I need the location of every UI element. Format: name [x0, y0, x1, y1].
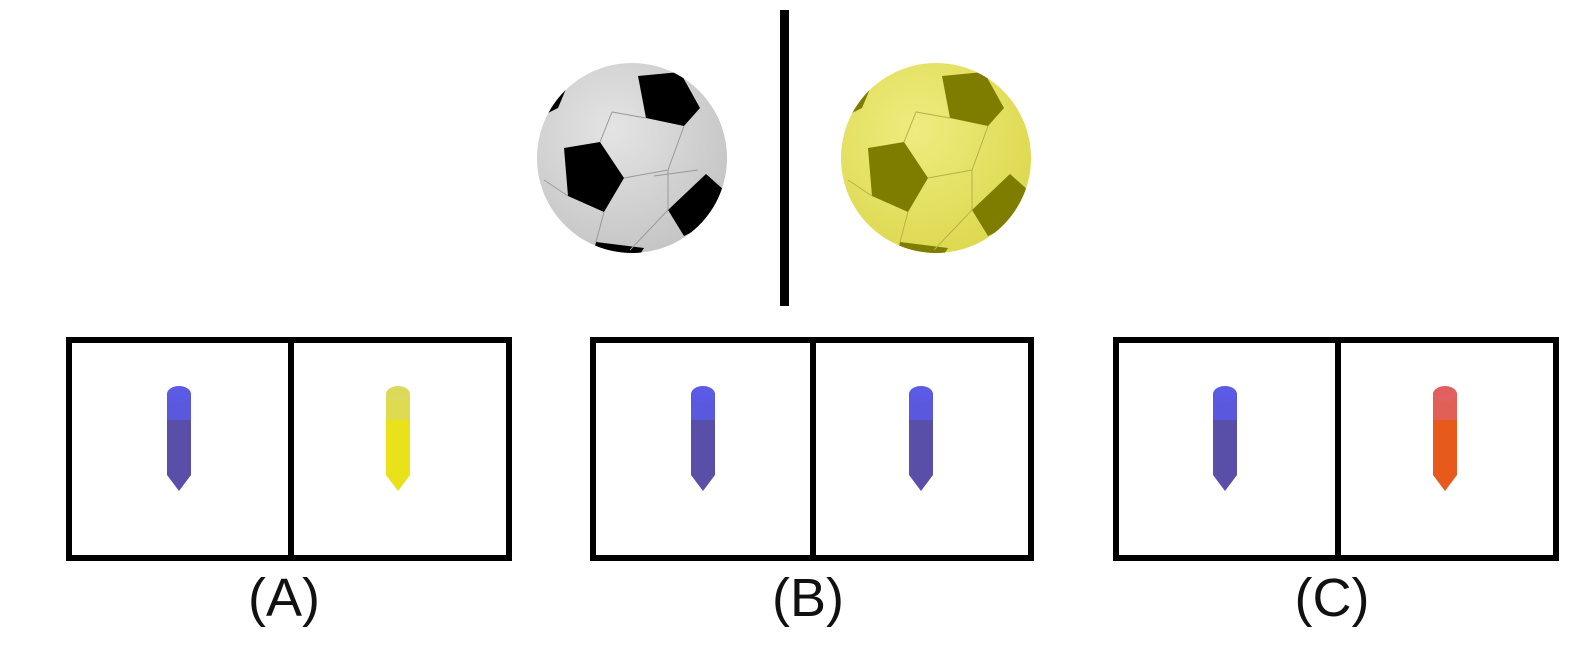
option-c-label: (C) [1294, 568, 1370, 628]
crayon-yellow-icon [386, 386, 410, 491]
crayon-blue-icon [691, 386, 715, 491]
option-c-divider [1335, 343, 1341, 555]
crayon-blue-icon [1213, 386, 1237, 491]
soccer-ball-gray-icon [537, 63, 727, 253]
option-c-box[interactable] [1113, 337, 1559, 561]
option-a-divider [288, 343, 294, 555]
option-a-label: (A) [248, 568, 320, 628]
option-b-divider [810, 343, 816, 555]
option-b-box[interactable] [590, 337, 1034, 561]
option-b-label: (B) [772, 568, 844, 628]
soccer-ball-yellow-icon [841, 63, 1031, 253]
crayon-orange-icon [1433, 386, 1457, 491]
crayon-blue-icon [909, 386, 933, 491]
option-a-box[interactable] [66, 337, 512, 561]
analogy-divider [780, 10, 789, 306]
crayon-blue-icon [167, 386, 191, 491]
